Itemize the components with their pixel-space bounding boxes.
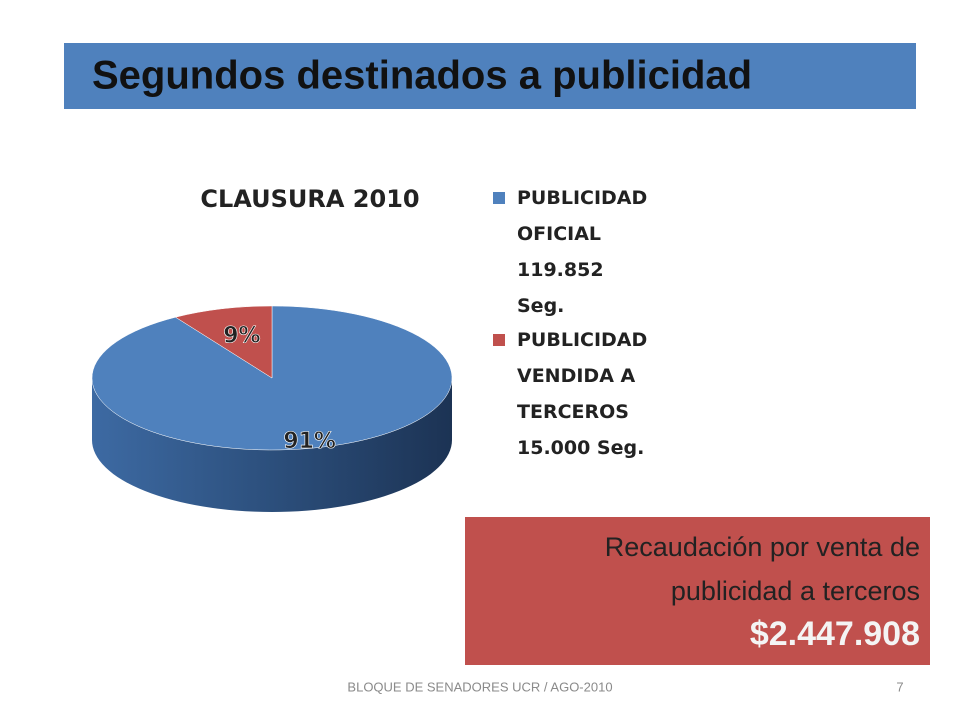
page-number: 7 — [896, 679, 903, 694]
chart-title: CLAUSURA 2010 — [200, 185, 419, 213]
callout-holder: Recaudación por venta de publicidad a te… — [475, 525, 920, 655]
legend-label: PUBLICIDAD OFICIAL 119.852 Seg. — [517, 187, 648, 317]
legend-label: PUBLICIDAD VENDIDA A TERCEROS 15.000 Seg… — [517, 329, 648, 459]
data-label: 91% — [283, 429, 336, 454]
legend-item: PUBLICIDAD VENDIDA A TERCEROS 15.000 Seg… — [493, 322, 653, 466]
data-label: 9% — [223, 324, 260, 349]
pie-side — [92, 378, 452, 512]
callout-amount: $2.447.908 — [749, 615, 920, 653]
slide-title: Segundos destinados a publicidad — [92, 54, 752, 98]
pie-slice — [174, 305, 273, 379]
legend-swatch — [493, 334, 505, 346]
callout-box — [465, 517, 930, 665]
callout-content: Recaudación por venta de publicidad a te… — [475, 525, 920, 655]
callout-text: Recaudación por venta de publicidad a te… — [604, 532, 920, 606]
title-bar — [64, 43, 916, 109]
legend-swatch — [493, 192, 505, 204]
legend-item: PUBLICIDAD OFICIAL 119.852 Seg. — [493, 180, 653, 324]
pie: 91% 9% — [91, 305, 453, 512]
footer-text: BLOQUE DE SENADORES UCR / AGO-2010 — [347, 679, 612, 694]
